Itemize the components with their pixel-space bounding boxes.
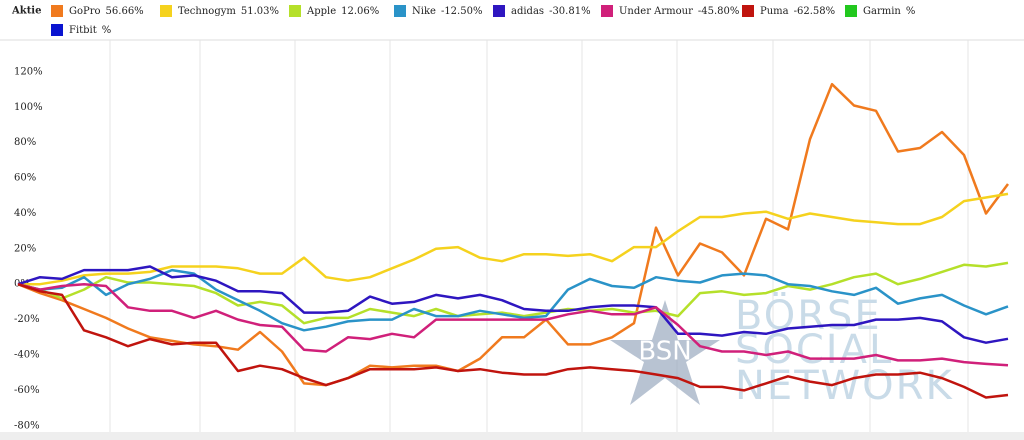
watermark-star (610, 300, 720, 405)
legend-entry: Under Armour -45.80% (619, 6, 739, 17)
series-line (17, 282, 1009, 367)
legend-value: 51.03% (241, 6, 279, 17)
legend-swatch (845, 5, 857, 17)
scrollbar (0, 432, 1024, 440)
y-tick-label: 40% (14, 208, 36, 219)
legend-name: Garmin (863, 6, 901, 17)
series-line (17, 268, 1009, 332)
y-tick-label: 100% (14, 102, 43, 113)
legend-value: 12.06% (341, 6, 379, 17)
legend-entry: adidas -30.81% (511, 6, 591, 17)
y-tick-label: 60% (14, 173, 36, 184)
watermark-text: SOCIAL (735, 327, 893, 373)
legend-name: Nike (412, 6, 436, 17)
legend-swatch (742, 5, 754, 17)
legend-swatch (289, 5, 301, 17)
legend-entry: Fitbit% (69, 25, 111, 36)
legend-entry: GoPro 56.66% (69, 6, 144, 17)
y-tick-label: 20% (14, 243, 36, 254)
legend-entry: Puma -62.58% (760, 6, 835, 17)
y-tick-label: -20% (14, 314, 40, 325)
legend-name: Technogym (178, 6, 236, 17)
legend-value: -12.50% (441, 6, 483, 17)
legend-name: adidas (511, 6, 544, 17)
legend-swatch (601, 5, 613, 17)
legend-value: -45.80% (698, 6, 740, 17)
legend-name: Apple (306, 6, 336, 17)
series-line (17, 261, 1009, 325)
legend-value: -30.81% (549, 6, 591, 17)
legend-value: 56.66% (106, 6, 144, 17)
legend-value: % (906, 6, 916, 17)
legend-swatch (51, 24, 63, 36)
legend-swatch (160, 5, 172, 17)
watermark-text: BÖRSE (735, 291, 882, 339)
vertical-grid (109, 40, 969, 432)
legend-entry: Nike -12.50% (412, 6, 482, 17)
y-tick-label: -40% (14, 350, 40, 361)
legend-value: -62.58% (794, 6, 836, 17)
series-line (17, 283, 1009, 399)
y-tick-label: -80% (14, 420, 40, 431)
legend-entry: Technogym 51.03% (178, 6, 279, 17)
legend-swatch (51, 5, 63, 17)
legend-swatch (493, 5, 505, 17)
y-tick-label: 80% (14, 137, 36, 148)
legend-title: Aktie (11, 6, 41, 17)
legend-swatch (394, 5, 406, 17)
y-tick-label: 120% (14, 66, 43, 77)
legend-name: GoPro (69, 6, 101, 17)
series-line (18, 192, 1009, 286)
legend-name: Fitbit (69, 25, 97, 36)
legend-value: % (102, 25, 112, 36)
legend-entry: Garmin% (863, 6, 915, 17)
watermark-badge: BSN (638, 337, 691, 367)
legend-name: Puma (760, 6, 789, 17)
legend-entry: Apple 12.06% (306, 6, 379, 17)
series-line (17, 265, 1009, 344)
y-tick-label: -60% (14, 385, 40, 396)
watermark-text: NETWORK (735, 363, 954, 409)
legend-name: Under Armour (619, 6, 693, 17)
